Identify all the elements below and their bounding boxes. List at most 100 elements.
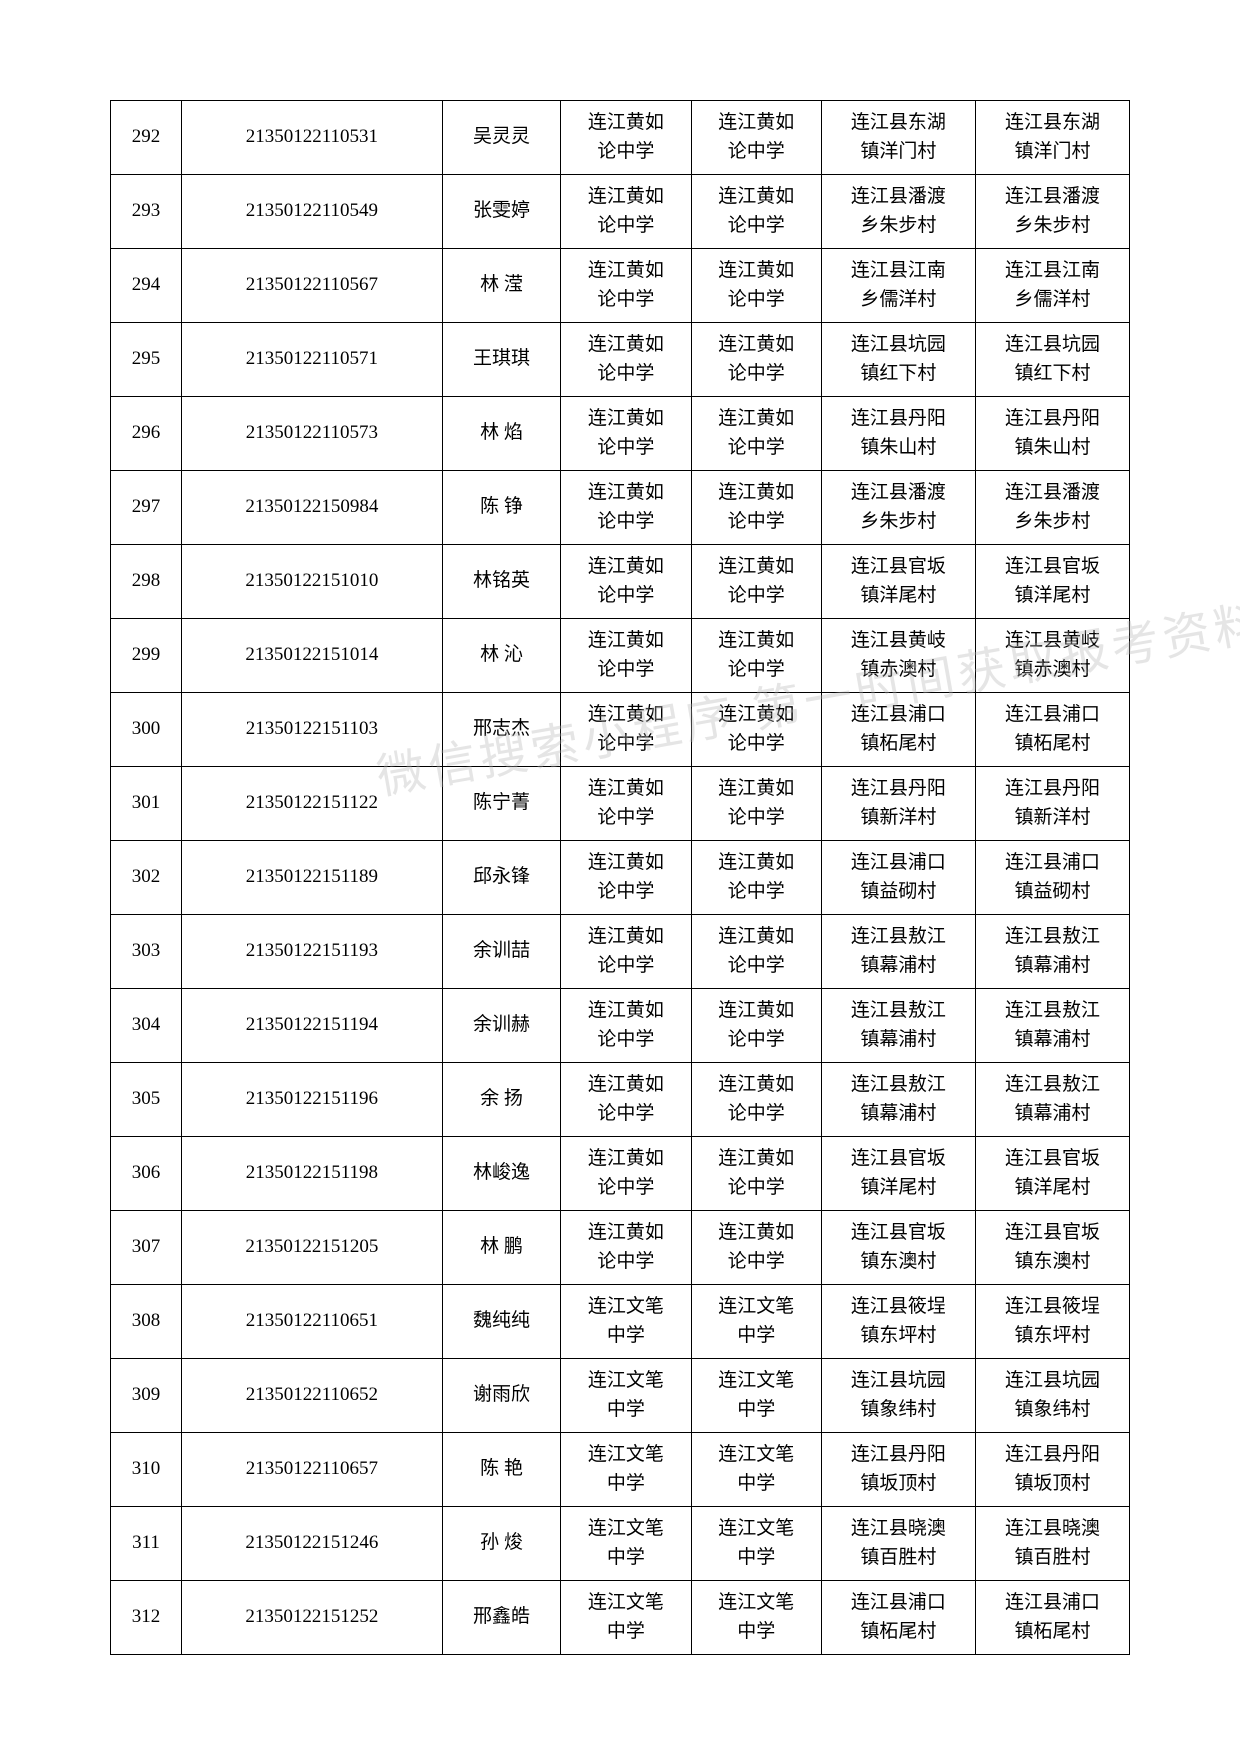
cell-address1: 连江县官坂 镇洋尾村 (821, 545, 975, 619)
cell-name: 陈 铮 (442, 471, 560, 545)
cell-id: 21350122110573 (182, 397, 443, 471)
cell-address2: 连江县浦口 镇益砌村 (975, 841, 1129, 915)
cell-address2: 连江县江南 乡儒洋村 (975, 249, 1129, 323)
cell-name: 张雯婷 (442, 175, 560, 249)
cell-address1: 连江县官坂 镇洋尾村 (821, 1137, 975, 1211)
cell-name: 孙 焌 (442, 1507, 560, 1581)
table-row: 30121350122151122陈宁菁连江黄如 论中学连江黄如 论中学连江县丹… (111, 767, 1130, 841)
cell-name: 陈 艳 (442, 1433, 560, 1507)
cell-school1: 连江黄如 论中学 (561, 989, 691, 1063)
cell-name: 余训赫 (442, 989, 560, 1063)
cell-id: 21350122151010 (182, 545, 443, 619)
table-row: 29221350122110531吴灵灵连江黄如 论中学连江黄如 论中学连江县东… (111, 101, 1130, 175)
cell-id: 21350122110651 (182, 1285, 443, 1359)
cell-index: 305 (111, 1063, 182, 1137)
table-row: 30621350122151198林峻逸连江黄如 论中学连江黄如 论中学连江县官… (111, 1137, 1130, 1211)
cell-name: 魏纯纯 (442, 1285, 560, 1359)
cell-address1: 连江县敖江 镇幕浦村 (821, 915, 975, 989)
cell-id: 21350122110567 (182, 249, 443, 323)
cell-index: 296 (111, 397, 182, 471)
cell-id: 21350122151196 (182, 1063, 443, 1137)
cell-address1: 连江县丹阳 镇坂顶村 (821, 1433, 975, 1507)
cell-school1: 连江文笔 中学 (561, 1507, 691, 1581)
cell-index: 298 (111, 545, 182, 619)
cell-id: 21350122151246 (182, 1507, 443, 1581)
cell-school1: 连江文笔 中学 (561, 1285, 691, 1359)
cell-name: 王琪琪 (442, 323, 560, 397)
table-row: 30521350122151196余 扬连江黄如 论中学连江黄如 论中学连江县敖… (111, 1063, 1130, 1137)
cell-school1: 连江黄如 论中学 (561, 471, 691, 545)
cell-address1: 连江县坑园 镇红下村 (821, 323, 975, 397)
cell-address2: 连江县官坂 镇东澳村 (975, 1211, 1129, 1285)
cell-school1: 连江黄如 论中学 (561, 1211, 691, 1285)
cell-school1: 连江黄如 论中学 (561, 619, 691, 693)
cell-id: 21350122151103 (182, 693, 443, 767)
cell-index: 294 (111, 249, 182, 323)
cell-address2: 连江县敖江 镇幕浦村 (975, 1063, 1129, 1137)
cell-address1: 连江县官坂 镇东澳村 (821, 1211, 975, 1285)
cell-school2: 连江黄如 论中学 (691, 471, 821, 545)
cell-address2: 连江县丹阳 镇新洋村 (975, 767, 1129, 841)
cell-index: 295 (111, 323, 182, 397)
cell-school1: 连江文笔 中学 (561, 1359, 691, 1433)
cell-address1: 连江县坑园 镇象纬村 (821, 1359, 975, 1433)
cell-school2: 连江黄如 论中学 (691, 841, 821, 915)
cell-school1: 连江文笔 中学 (561, 1433, 691, 1507)
table-row: 30421350122151194余训赫连江黄如 论中学连江黄如 论中学连江县敖… (111, 989, 1130, 1063)
cell-school2: 连江黄如 论中学 (691, 1211, 821, 1285)
cell-index: 308 (111, 1285, 182, 1359)
cell-address2: 连江县潘渡 乡朱步村 (975, 175, 1129, 249)
cell-address1: 连江县潘渡 乡朱步村 (821, 175, 975, 249)
data-table: 29221350122110531吴灵灵连江黄如 论中学连江黄如 论中学连江县东… (110, 100, 1130, 1655)
cell-school2: 连江黄如 论中学 (691, 915, 821, 989)
cell-school1: 连江黄如 论中学 (561, 175, 691, 249)
cell-name: 陈宁菁 (442, 767, 560, 841)
cell-address1: 连江县浦口 镇柘尾村 (821, 1581, 975, 1655)
cell-name: 林 沁 (442, 619, 560, 693)
cell-id: 21350122110571 (182, 323, 443, 397)
cell-address1: 连江县浦口 镇益砌村 (821, 841, 975, 915)
table-row: 29821350122151010林铭英连江黄如 论中学连江黄如 论中学连江县官… (111, 545, 1130, 619)
cell-school2: 连江黄如 论中学 (691, 397, 821, 471)
cell-index: 307 (111, 1211, 182, 1285)
cell-index: 302 (111, 841, 182, 915)
cell-id: 21350122151194 (182, 989, 443, 1063)
cell-id: 21350122151014 (182, 619, 443, 693)
cell-name: 邢志杰 (442, 693, 560, 767)
cell-id: 21350122151198 (182, 1137, 443, 1211)
cell-id: 21350122110531 (182, 101, 443, 175)
cell-name: 林铭英 (442, 545, 560, 619)
cell-index: 312 (111, 1581, 182, 1655)
cell-address2: 连江县浦口 镇柘尾村 (975, 1581, 1129, 1655)
cell-address1: 连江县丹阳 镇新洋村 (821, 767, 975, 841)
cell-index: 303 (111, 915, 182, 989)
cell-address1: 连江县丹阳 镇朱山村 (821, 397, 975, 471)
cell-name: 吴灵灵 (442, 101, 560, 175)
cell-name: 邱永锋 (442, 841, 560, 915)
table-row: 29321350122110549张雯婷连江黄如 论中学连江黄如 论中学连江县潘… (111, 175, 1130, 249)
cell-address2: 连江县官坂 镇洋尾村 (975, 545, 1129, 619)
cell-school2: 连江文笔 中学 (691, 1359, 821, 1433)
table-row: 30721350122151205林 鹏连江黄如 论中学连江黄如 论中学连江县官… (111, 1211, 1130, 1285)
cell-name: 余训喆 (442, 915, 560, 989)
cell-address1: 连江县敖江 镇幕浦村 (821, 1063, 975, 1137)
cell-school2: 连江黄如 论中学 (691, 989, 821, 1063)
cell-id: 21350122151189 (182, 841, 443, 915)
cell-id: 21350122110549 (182, 175, 443, 249)
table-row: 30021350122151103邢志杰连江黄如 论中学连江黄如 论中学连江县浦… (111, 693, 1130, 767)
cell-address2: 连江县浦口 镇柘尾村 (975, 693, 1129, 767)
cell-school1: 连江黄如 论中学 (561, 101, 691, 175)
cell-name: 林 鹏 (442, 1211, 560, 1285)
cell-school1: 连江黄如 论中学 (561, 693, 691, 767)
cell-school2: 连江黄如 论中学 (691, 767, 821, 841)
cell-address2: 连江县筱埕 镇东坪村 (975, 1285, 1129, 1359)
cell-id: 21350122110652 (182, 1359, 443, 1433)
cell-address1: 连江县潘渡 乡朱步村 (821, 471, 975, 545)
cell-index: 306 (111, 1137, 182, 1211)
cell-school2: 连江黄如 论中学 (691, 1063, 821, 1137)
table-row: 31121350122151246孙 焌连江文笔 中学连江文笔 中学连江县晓澳 … (111, 1507, 1130, 1581)
table-row: 29421350122110567林 滢连江黄如 论中学连江黄如 论中学连江县江… (111, 249, 1130, 323)
cell-id: 21350122110657 (182, 1433, 443, 1507)
cell-address2: 连江县潘渡 乡朱步村 (975, 471, 1129, 545)
page-container: 微信搜索小程序 第一时间获取报考资料 29221350122110531吴灵灵连… (110, 100, 1130, 1655)
